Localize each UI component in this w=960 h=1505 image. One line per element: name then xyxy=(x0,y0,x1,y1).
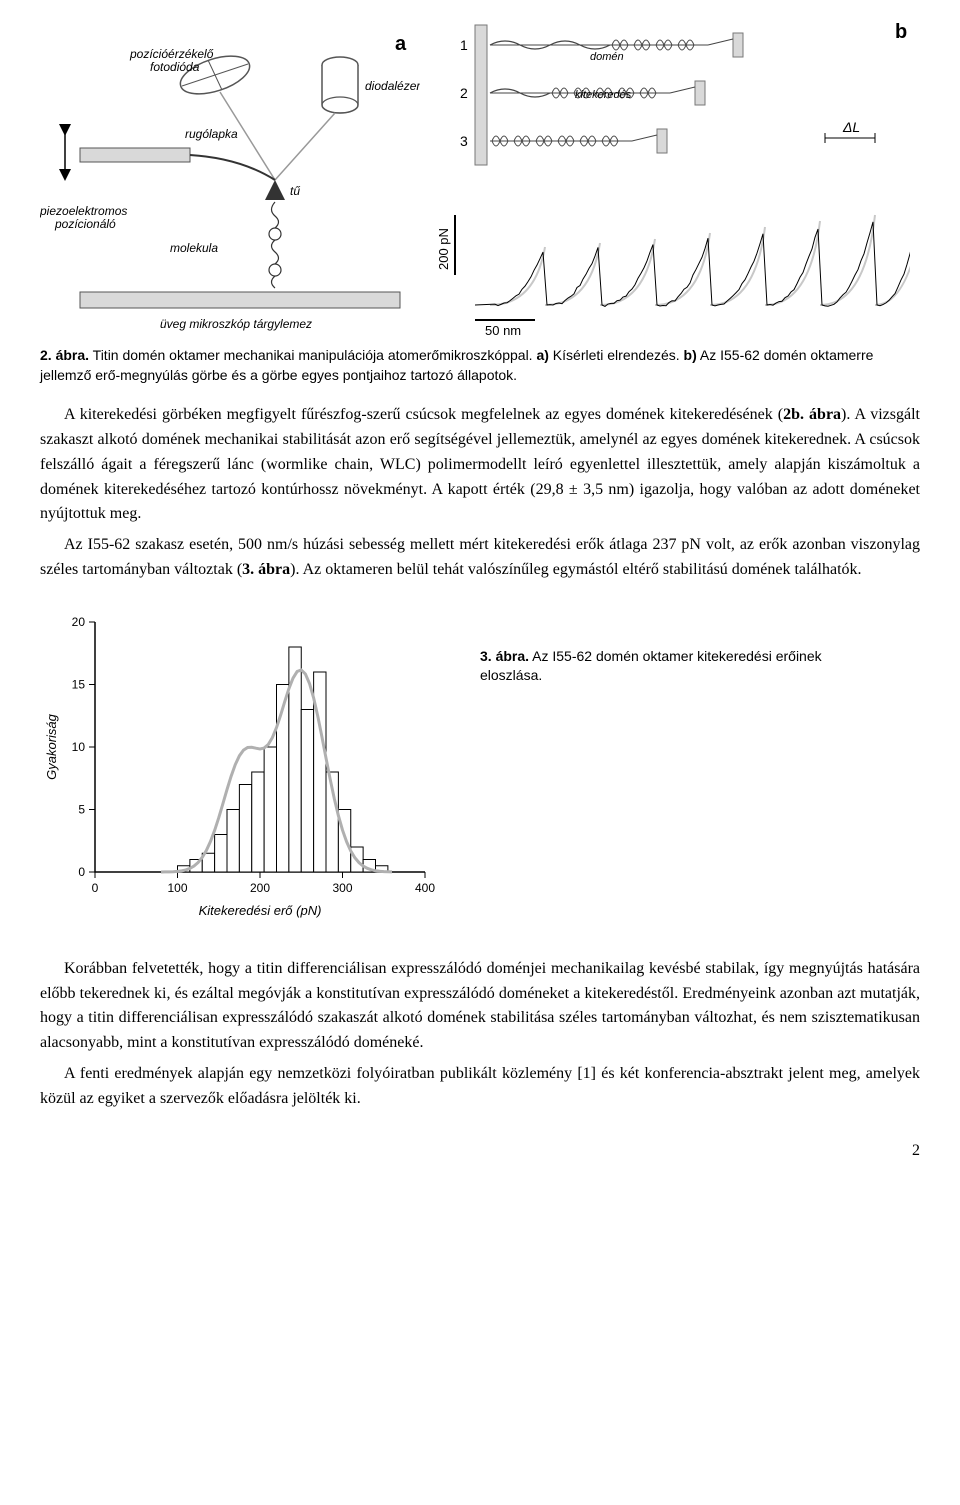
figure-3-caption-bold: 3. ábra. xyxy=(480,648,529,664)
svg-text:50 nm: 50 nm xyxy=(485,323,521,338)
piezo-label: piezoelektromospozícionáló xyxy=(40,204,127,231)
figure-2-caption-a-bold: a) xyxy=(536,347,548,363)
svg-text:0: 0 xyxy=(78,865,85,879)
molecule-icon xyxy=(269,202,281,288)
paragraph-1: A kiterekedési görbéken megfigyelt fűrés… xyxy=(40,403,920,527)
figure-2-caption-a-text: Kísérleti elrendezés. xyxy=(549,347,684,363)
histogram-bar xyxy=(227,809,239,872)
cantilever-label: rugólapka xyxy=(185,127,238,141)
paragraph-3: Korábban felvetették, hogy a titin diffe… xyxy=(40,957,920,1056)
histogram-bar xyxy=(239,784,251,872)
svg-text:100: 100 xyxy=(167,881,187,895)
paragraph-2: Az I55-62 szakasz esetén, 500 nm/s húzás… xyxy=(40,533,920,583)
glass-slide-icon xyxy=(80,292,400,308)
histogram-bar xyxy=(252,772,264,872)
paragraph-4: A fenti eredmények alapján egy nemzetköz… xyxy=(40,1062,920,1112)
svg-text:0: 0 xyxy=(92,881,99,895)
histogram-bar xyxy=(301,709,313,872)
tip-label: tű xyxy=(290,184,300,198)
cartoon-row-label: 3 xyxy=(460,133,468,149)
cantilever-base-icon xyxy=(80,148,190,162)
page-number: 2 xyxy=(40,1142,920,1160)
panel-b-label: b xyxy=(895,21,907,43)
molecule-label: molekula xyxy=(170,241,218,255)
svg-text:15: 15 xyxy=(72,677,86,691)
cartoon-row-label: 2 xyxy=(460,85,468,101)
figure-2-caption-prefix: 2. ábra. xyxy=(40,347,89,363)
figure-3-caption-text: Az I55-62 domén oktamer kitekeredési erő… xyxy=(480,648,822,684)
domain-label: domén xyxy=(590,51,624,63)
svg-text:300: 300 xyxy=(332,881,352,895)
figure-2-caption-text: Titin domén oktamer mechanikai manipulác… xyxy=(89,347,536,363)
y-scalebar: 200 pN xyxy=(436,215,455,275)
svg-text:200 pN: 200 pN xyxy=(436,228,451,270)
laser-beam-icon xyxy=(275,113,335,180)
histogram-x-label: Kitekeredési erő (pN) xyxy=(199,903,322,918)
diodelaser-label: diodalézer xyxy=(365,79,420,93)
svg-text:10: 10 xyxy=(72,740,86,754)
figure-2-panel-b: b 321 ΔL domén kitekeredés 200 pN 50 xyxy=(430,20,910,340)
unfold-label: kitekeredés xyxy=(575,89,632,101)
glass-slide-label: üveg mikroszkóp tárgylemez xyxy=(160,317,312,331)
svg-text:200: 200 xyxy=(250,881,270,895)
figure-2-panel-a: a pozícióérzékelőfotodióda diodalézer xyxy=(40,20,420,340)
x-scalebar: 50 nm xyxy=(475,320,535,338)
cartoon-row-label: 1 xyxy=(460,37,468,53)
svg-text:20: 20 xyxy=(72,615,86,629)
svg-text:400: 400 xyxy=(415,881,435,895)
force-extension-trace xyxy=(475,145,910,306)
figure-2-caption: 2. ábra. Titin domén oktamer mechanikai … xyxy=(40,346,920,385)
delta-l-label: ΔL xyxy=(842,119,860,135)
tip-icon xyxy=(265,180,285,200)
figure-2-caption-b-bold: b) xyxy=(684,347,697,363)
figure-2: a pozícióérzékelőfotodióda diodalézer xyxy=(40,20,920,340)
histogram-y-label: Gyakoriság xyxy=(44,713,59,780)
figure-3-histogram: 0 100 200 300 400 0 5 10 15 20 Kitekeredési erő (p… xyxy=(40,607,440,927)
figure-3-caption: 3. ábra. Az I55-62 domén oktamer kiteker… xyxy=(480,647,860,686)
figure-3: 0 100 200 300 400 0 5 10 15 20 Kitekeredési erő (p… xyxy=(40,607,920,927)
diodelaser-icon xyxy=(322,57,358,113)
histogram-bar xyxy=(215,834,227,872)
histogram-bar xyxy=(264,747,276,872)
svg-text:5: 5 xyxy=(78,802,85,816)
panel-a-label: a xyxy=(395,33,407,55)
